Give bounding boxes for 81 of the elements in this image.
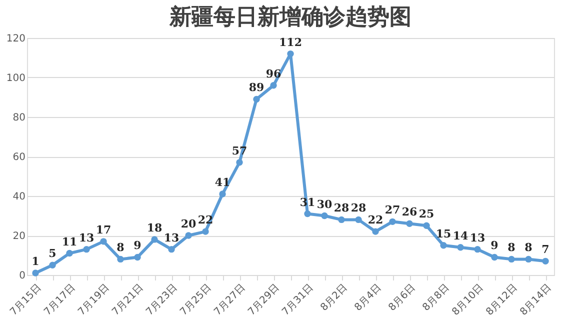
x-tick-label: 8月8日 — [420, 282, 452, 314]
data-label: 5 — [48, 247, 56, 260]
x-tick-label: 8月10日 — [450, 282, 486, 318]
data-label: 22 — [368, 214, 384, 227]
x-tick-label: 7月31日 — [280, 282, 316, 318]
point — [287, 50, 294, 58]
point — [491, 254, 498, 261]
x-tick-label: 7月15日 — [8, 282, 44, 318]
y-tick-label: 0 — [19, 270, 26, 282]
data-label: 26 — [402, 206, 418, 219]
data-label: 8 — [116, 241, 125, 254]
point — [355, 216, 362, 224]
data-label: 25 — [418, 208, 434, 221]
data-label: 7 — [542, 243, 550, 256]
y-tick-label: 100 — [6, 73, 26, 84]
y-tick-label: 40 — [12, 192, 26, 202]
y-tick-label: 120 — [6, 34, 26, 44]
point — [134, 254, 141, 261]
data-label: 8 — [508, 241, 516, 254]
x-tick-label: 8月6日 — [386, 282, 418, 314]
x-tick-label: 7月29日 — [246, 282, 282, 318]
y-tick-label: 60 — [12, 152, 26, 163]
point — [151, 236, 158, 243]
x-tick-label: 8月14日 — [518, 282, 554, 318]
data-label: 15 — [436, 227, 452, 240]
point — [185, 232, 192, 239]
data-label: 18 — [146, 221, 162, 234]
point — [440, 242, 447, 249]
chart-title: 新疆每日新增确诊趋势图 — [168, 4, 412, 30]
point — [457, 244, 464, 251]
point — [474, 246, 481, 253]
point — [542, 258, 549, 265]
x-tick-label: 7月21日 — [110, 282, 146, 318]
data-label: 112 — [279, 36, 302, 49]
point — [270, 82, 277, 89]
data-label: 28 — [350, 202, 366, 215]
point — [236, 159, 243, 166]
x-tick-label: 7月19日 — [76, 282, 112, 318]
x-tick-label: 7月27日 — [212, 282, 248, 318]
point — [321, 212, 328, 220]
point — [117, 256, 124, 263]
point — [253, 96, 260, 103]
point — [338, 216, 345, 224]
point — [83, 246, 90, 253]
point — [372, 228, 379, 235]
point — [66, 250, 73, 257]
y-tick-label: 80 — [12, 112, 26, 124]
point — [100, 238, 107, 245]
point — [406, 220, 413, 227]
x-tick-label: 8月4日 — [352, 282, 384, 314]
data-label: 9 — [490, 239, 498, 252]
data-label: 20 — [180, 218, 196, 230]
point — [168, 246, 175, 253]
data-label: 9 — [134, 239, 142, 252]
data-label: 13 — [470, 231, 486, 244]
data-label: 28 — [334, 202, 350, 215]
x-tick-label: 7月23日 — [144, 282, 180, 318]
point — [389, 218, 396, 226]
point — [202, 228, 209, 235]
point — [423, 222, 430, 229]
point — [525, 256, 532, 263]
x-tick-label: 7月17日 — [42, 282, 78, 318]
point — [508, 256, 515, 263]
data-label: 8 — [524, 241, 533, 254]
x-tick-label: 8月12日 — [484, 282, 520, 318]
point — [304, 210, 311, 218]
data-label: 11 — [62, 235, 78, 248]
data-label: 27 — [384, 204, 400, 217]
x-tick-label: 8月2日 — [318, 282, 350, 314]
y-tick-label: 20 — [12, 231, 26, 242]
data-label: 14 — [452, 229, 468, 242]
data-label: 17 — [96, 223, 112, 236]
data-label: 13 — [78, 231, 94, 244]
point — [49, 262, 56, 268]
data-label: 1 — [32, 255, 40, 268]
x-tick-label: 7月25日 — [178, 282, 214, 318]
point — [219, 190, 226, 198]
data-label: 30 — [316, 198, 332, 211]
data-label: 89 — [248, 81, 264, 94]
point — [32, 270, 39, 276]
data-label: 13 — [164, 231, 180, 244]
